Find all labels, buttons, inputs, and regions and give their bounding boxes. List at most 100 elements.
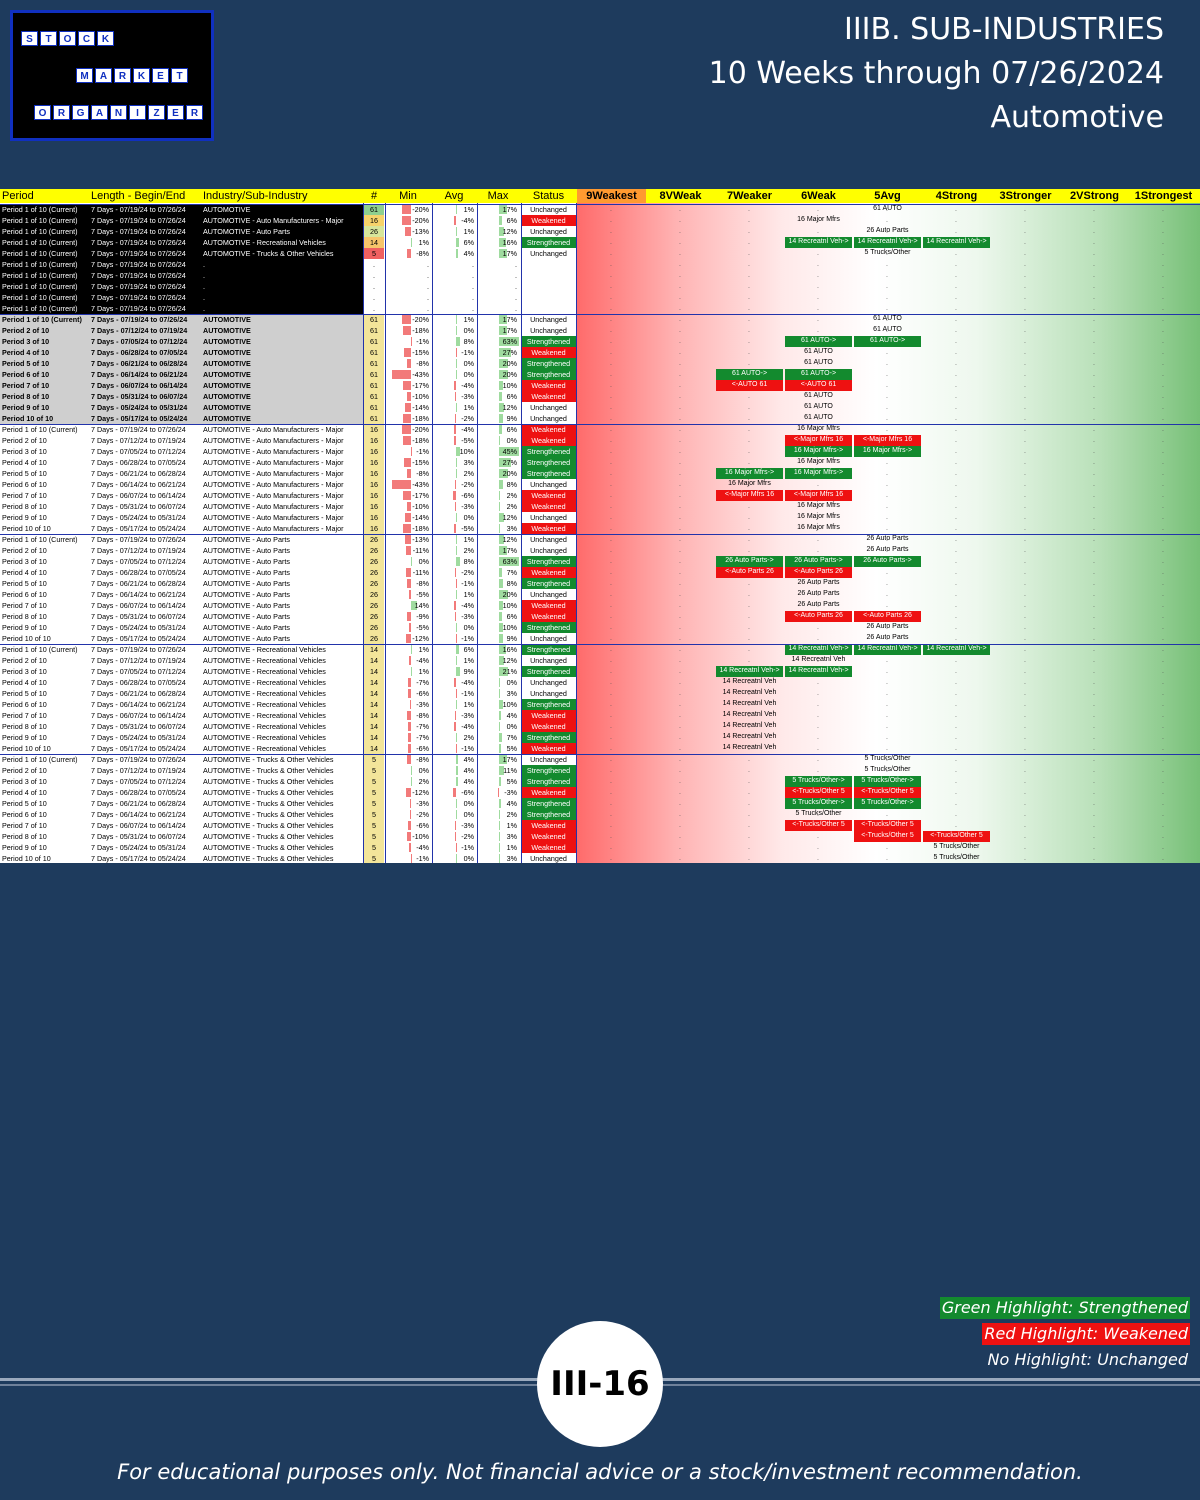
table-row: Period 3 of 10 7 Days - 07/05/24 to 07/12… (0, 666, 1200, 677)
status-badge (521, 270, 576, 281)
rank-placeholder-dot: . (679, 481, 681, 488)
rank-placeholder-dot: . (1024, 415, 1026, 422)
status-badge: Weakened (521, 842, 576, 853)
rank-placeholder-dot: . (817, 481, 819, 488)
row-industry: AUTOMOTIVE - Trucks & Other Vehicles (203, 821, 334, 830)
table-row: Period 2 of 10 7 Days - 07/12/24 to 07/19… (0, 545, 1200, 556)
row-length: 7 Days - 06/14/24 to 06/21/24 (91, 810, 186, 819)
row-industry: AUTOMOTIVE (203, 381, 251, 390)
row-period: Period 6 of 10 (2, 700, 47, 709)
table-row: Period 4 of 10 7 Days - 06/28/24 to 07/05… (0, 787, 1200, 798)
data-bar (405, 227, 411, 236)
data-bar (411, 645, 412, 654)
status-badge: Unchanged (530, 535, 567, 544)
rank-placeholder-dot: . (955, 415, 957, 422)
rank-placeholder-dot: . (679, 228, 681, 235)
row-period: Period 7 of 10 (2, 381, 50, 390)
rank-tag: 26 Auto Parts (866, 546, 909, 553)
data-bar (456, 810, 457, 819)
row-length: 7 Days - 07/19/24 to 07/26/24 (91, 249, 186, 258)
row-min: -15% (412, 458, 429, 467)
rank-placeholder-dot: . (1162, 690, 1164, 697)
row-min: -8% (416, 711, 429, 720)
row-max: . (515, 293, 517, 302)
rank-placeholder-dot: . (1093, 426, 1095, 433)
rank-placeholder-dot: . (610, 591, 612, 598)
row-count: 14 (364, 688, 384, 699)
row-count: 61 (364, 347, 384, 358)
data-bar (499, 766, 504, 775)
table-row: Period 3 of 10 7 Days - 07/05/24 to 07/12… (0, 556, 1200, 567)
status-badge: Weakened (521, 435, 576, 446)
rank-placeholder-dot: . (886, 206, 888, 213)
row-min: 14% (414, 601, 429, 610)
row-count: 16 (364, 457, 384, 468)
rank-placeholder-dot: . (817, 206, 819, 213)
data-bar (455, 414, 456, 423)
rank-placeholder-dot: . (1024, 547, 1026, 554)
column-header-rank-8: 8VWeak (659, 190, 702, 202)
row-period: Period 10 of 10 (2, 854, 51, 863)
rank-tag: 14 Recreatnl Veh-> (785, 237, 852, 248)
rank-placeholder-dot: . (817, 360, 819, 367)
data-bar (499, 348, 511, 357)
rank-placeholder-dot: . (1162, 459, 1164, 466)
row-period: Period 2 of 10 (2, 546, 47, 555)
rank-placeholder-dot: . (748, 635, 750, 642)
row-industry: AUTOMOTIVE - Auto Parts (203, 634, 290, 643)
rank-placeholder-dot: . (955, 602, 957, 609)
table-row: Period 1 of 10 (Current) 7 Days - 07/19/2… (0, 259, 1200, 270)
data-bar (499, 590, 508, 599)
rank-placeholder-dot: . (955, 613, 957, 620)
rank-placeholder-dot: . (1024, 811, 1026, 818)
section-divider (0, 204, 1200, 205)
page-number-badge: III-16 (537, 1321, 663, 1447)
row-max: 17% (502, 249, 517, 258)
row-industry: AUTOMOTIVE - Auto Manufacturers - Major (203, 513, 344, 522)
row-min: -18% (412, 524, 429, 533)
rank-placeholder-dot: . (1162, 327, 1164, 334)
rank-placeholder-dot: . (610, 393, 612, 400)
rank-placeholder-dot: . (1162, 712, 1164, 719)
data-bar (454, 502, 456, 511)
section-divider (0, 534, 1200, 535)
rank-placeholder-dot: . (1162, 580, 1164, 587)
rank-tag: 5 Trucks/Other-> (785, 776, 852, 787)
rank-placeholder-dot: . (1024, 789, 1026, 796)
status-badge: Unchanged (530, 755, 567, 764)
row-count: 14 (364, 732, 384, 743)
row-avg: 0% (463, 326, 474, 335)
row-min: -20% (412, 425, 429, 434)
row-min: -43% (412, 370, 429, 379)
row-count: 61 (364, 413, 384, 424)
row-industry: AUTOMOTIVE - Auto Manufacturers - Major (203, 502, 344, 511)
data-bar (499, 447, 519, 456)
rank-placeholder-dot: . (679, 580, 681, 587)
row-max: 1% (506, 843, 517, 852)
row-period: Period 2 of 10 (2, 436, 47, 445)
rank-placeholder-dot: . (1162, 404, 1164, 411)
rank-placeholder-dot: . (1093, 206, 1095, 213)
row-period: Period 7 of 10 (2, 601, 47, 610)
rank-tag: 61 AUTO (804, 392, 833, 399)
rank-placeholder-dot: . (748, 503, 750, 510)
rank-placeholder-dot: . (679, 822, 681, 829)
row-avg: -1% (461, 744, 474, 753)
logo-letter: K (133, 68, 150, 83)
rank-placeholder-dot: . (610, 690, 612, 697)
rank-placeholder-dot: . (748, 844, 750, 851)
row-length: 7 Days - 07/12/24 to 07/19/24 (91, 546, 186, 555)
row-period: Period 8 of 10 (2, 502, 47, 511)
status-badge: Unchanged (530, 546, 567, 555)
row-industry: AUTOMOTIVE (203, 392, 251, 401)
data-bar (409, 656, 411, 665)
data-bar (411, 777, 412, 786)
rank-placeholder-dot: . (1162, 635, 1164, 642)
row-avg: 0% (463, 854, 474, 863)
rank-placeholder-dot: . (1162, 217, 1164, 224)
rank-placeholder-dot: . (886, 525, 888, 532)
row-period: Period 1 of 10 (Current) (2, 535, 78, 544)
row-count: 26 (364, 622, 384, 633)
rank-placeholder-dot: . (1162, 679, 1164, 686)
rank-placeholder-dot: . (1162, 569, 1164, 576)
